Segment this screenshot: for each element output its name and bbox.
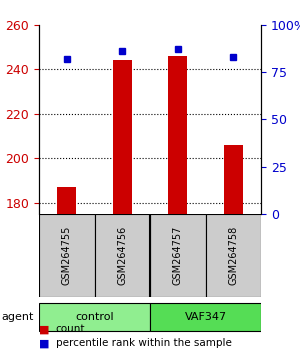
Text: GSM264758: GSM264758	[228, 226, 238, 285]
Text: agent: agent	[1, 312, 34, 322]
Bar	[168, 56, 188, 214]
Text: ■: ■	[39, 324, 50, 334]
FancyBboxPatch shape	[206, 214, 261, 297]
FancyBboxPatch shape	[150, 214, 206, 297]
Text: GSM264757: GSM264757	[173, 226, 183, 285]
Text: count: count	[56, 324, 85, 334]
Text: percentile rank within the sample: percentile rank within the sample	[56, 338, 231, 348]
FancyBboxPatch shape	[39, 214, 94, 297]
Text: control: control	[75, 312, 114, 322]
FancyBboxPatch shape	[39, 303, 150, 331]
Text: ■: ■	[39, 338, 50, 348]
Text: GSM264756: GSM264756	[117, 226, 127, 285]
Bar	[224, 145, 243, 214]
Bar	[57, 187, 76, 214]
Text: VAF347: VAF347	[184, 312, 226, 322]
FancyBboxPatch shape	[150, 303, 261, 331]
Text: GSM264755: GSM264755	[62, 226, 72, 285]
Bar	[112, 61, 132, 214]
FancyBboxPatch shape	[94, 214, 150, 297]
